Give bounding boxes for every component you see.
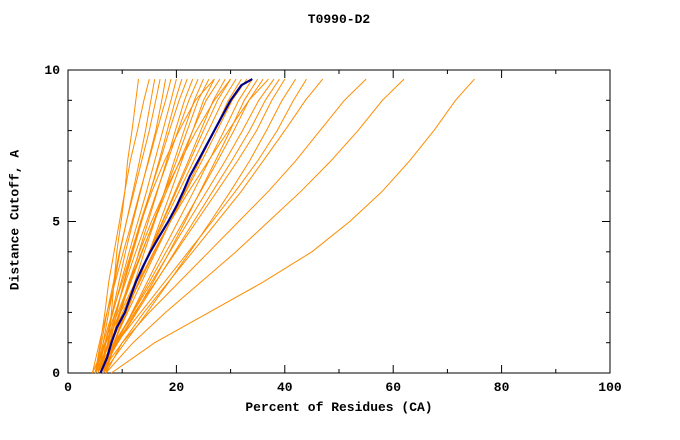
model-curve (105, 78, 405, 374)
model-curve (94, 78, 188, 374)
svg-text:80: 80 (494, 380, 510, 395)
model-curve (100, 78, 367, 374)
svg-text:100: 100 (598, 380, 622, 395)
model-curve (105, 78, 215, 374)
x-axis-label: Percent of Residues (CA) (245, 400, 433, 415)
model-curve (94, 78, 199, 374)
model-curve (91, 78, 237, 374)
svg-text:0: 0 (52, 366, 60, 381)
svg-text:10: 10 (44, 63, 60, 78)
axis-ticks (67, 69, 611, 374)
model-curve (105, 78, 324, 374)
model-curve (91, 78, 172, 374)
highlight-curve (99, 78, 253, 374)
model-curve (97, 78, 177, 374)
model-curves (91, 78, 475, 374)
model-curve (94, 79, 161, 374)
model-curve (94, 78, 150, 374)
model-curve (94, 78, 307, 374)
model-curve (100, 78, 280, 374)
model-curve (111, 78, 475, 374)
svg-text:0: 0 (64, 380, 72, 395)
svg-text:40: 40 (277, 380, 293, 395)
svg-text:5: 5 (52, 215, 60, 230)
model-curve (94, 78, 286, 374)
model-curve (97, 78, 275, 374)
model-curve (105, 78, 269, 374)
tick-labels: 0 20 40 60 80 100 0 5 10 (44, 63, 622, 395)
svg-text:20: 20 (169, 380, 185, 395)
chart-title: T0990-D2 (307, 12, 371, 27)
svg-text:60: 60 (385, 380, 401, 395)
model-curve (102, 78, 194, 374)
model-curve (94, 78, 221, 374)
model-curve (105, 78, 231, 374)
